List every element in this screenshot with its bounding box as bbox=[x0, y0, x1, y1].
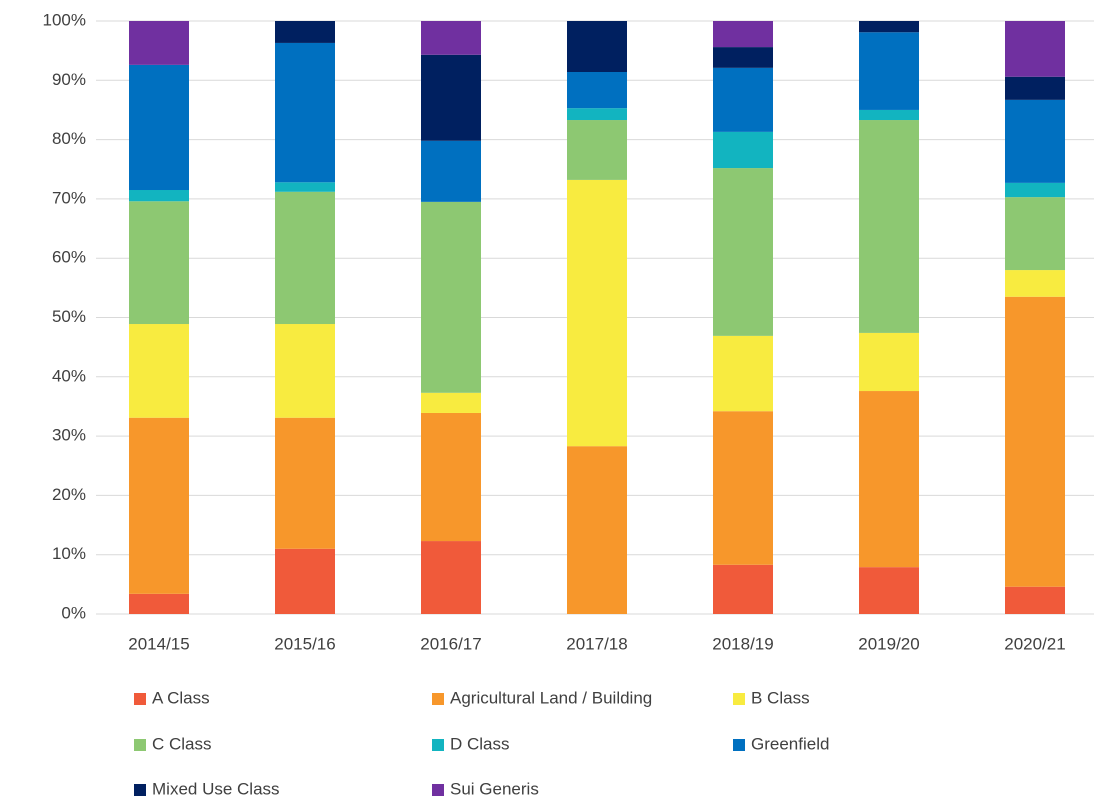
bar-segment bbox=[129, 324, 189, 418]
bar-segment bbox=[275, 417, 335, 549]
legend-label: A Class bbox=[152, 688, 210, 707]
legend-label: D Class bbox=[450, 734, 510, 753]
bar-segment bbox=[1005, 586, 1065, 614]
y-tick-label: 100% bbox=[43, 10, 86, 29]
bar-segment bbox=[421, 21, 481, 55]
legend-swatch bbox=[733, 739, 745, 751]
legend-label: C Class bbox=[152, 734, 212, 753]
x-tick-label: 2016/17 bbox=[420, 634, 481, 653]
x-tick-label: 2020/21 bbox=[1004, 634, 1065, 653]
y-tick-label: 40% bbox=[52, 366, 86, 385]
bar-segment bbox=[129, 21, 189, 65]
bar-segment bbox=[275, 21, 335, 43]
bar-segment bbox=[859, 109, 919, 121]
y-tick-label: 10% bbox=[52, 544, 86, 563]
bar-segment bbox=[421, 54, 481, 141]
bar-segment bbox=[713, 411, 773, 565]
bar-segment bbox=[567, 21, 627, 72]
bar-segment bbox=[129, 593, 189, 614]
bar-segment bbox=[713, 47, 773, 68]
legend-swatch bbox=[432, 739, 444, 751]
bar-segment bbox=[567, 108, 627, 121]
legend-swatch bbox=[432, 693, 444, 705]
legend-label: Agricultural Land / Building bbox=[450, 688, 652, 707]
bar-segment bbox=[567, 71, 627, 109]
legend-swatch bbox=[733, 693, 745, 705]
bar-segment bbox=[275, 548, 335, 614]
bar-segment bbox=[713, 67, 773, 132]
bar-segment bbox=[567, 120, 627, 180]
legend-swatch bbox=[134, 739, 146, 751]
bar-segment bbox=[275, 191, 335, 325]
x-tick-label: 2014/15 bbox=[128, 634, 189, 653]
legend-swatch bbox=[134, 693, 146, 705]
y-tick-label: 90% bbox=[52, 70, 86, 89]
bar-segment bbox=[1005, 270, 1065, 297]
bar-segment bbox=[859, 332, 919, 392]
bar-segment bbox=[713, 564, 773, 614]
bar-segment bbox=[129, 190, 189, 202]
x-tick-label: 2018/19 bbox=[712, 634, 773, 653]
y-tick-label: 60% bbox=[52, 248, 86, 267]
bar-segment bbox=[421, 392, 481, 413]
x-tick-label: 2015/16 bbox=[274, 634, 335, 653]
bar-segment bbox=[713, 21, 773, 48]
x-tick-label: 2017/18 bbox=[566, 634, 627, 653]
y-tick-label: 50% bbox=[52, 307, 86, 326]
legend-swatch bbox=[432, 784, 444, 796]
bar-segment bbox=[859, 120, 919, 333]
bar-segment bbox=[859, 567, 919, 614]
x-tick-label: 2019/20 bbox=[858, 634, 919, 653]
bar-segment bbox=[421, 140, 481, 202]
bar-segment bbox=[859, 391, 919, 568]
bar-segment bbox=[129, 417, 189, 594]
bar-segment bbox=[275, 324, 335, 418]
bar-segment bbox=[275, 182, 335, 192]
bar-segment bbox=[421, 201, 481, 393]
bar-segment bbox=[275, 42, 335, 183]
bar-segment bbox=[1005, 76, 1065, 100]
bar-segment bbox=[567, 179, 627, 447]
y-tick-label: 20% bbox=[52, 485, 86, 504]
bar-segment bbox=[1005, 21, 1065, 77]
legend-label: Mixed Use Class bbox=[152, 779, 280, 798]
bar-segment bbox=[713, 168, 773, 336]
bar-segment bbox=[1005, 99, 1065, 183]
legend-swatch bbox=[134, 784, 146, 796]
bar-segment bbox=[567, 446, 627, 614]
bar-segment bbox=[713, 335, 773, 412]
bar-segment bbox=[859, 32, 919, 110]
legend-label: B Class bbox=[751, 688, 810, 707]
bar-segment bbox=[859, 21, 919, 33]
bar-segment bbox=[1005, 182, 1065, 198]
y-tick-label: 70% bbox=[52, 188, 86, 207]
bar-segment bbox=[129, 201, 189, 325]
y-tick-label: 30% bbox=[52, 426, 86, 445]
y-tick-label: 0% bbox=[61, 603, 86, 622]
bar-segment bbox=[1005, 296, 1065, 587]
y-tick-label: 80% bbox=[52, 129, 86, 148]
bar-segment bbox=[713, 131, 773, 169]
bar-segment bbox=[421, 541, 481, 614]
bar-segment bbox=[129, 64, 189, 191]
legend-label: Sui Generis bbox=[450, 779, 539, 798]
bar-segment bbox=[421, 412, 481, 542]
legend-label: Greenfield bbox=[751, 734, 829, 753]
bar-segment bbox=[1005, 197, 1065, 271]
